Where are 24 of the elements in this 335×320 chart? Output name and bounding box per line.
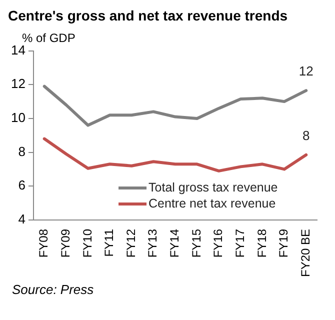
x-tick-label: FY19 [276, 228, 291, 258]
source-note: Source: Press [12, 282, 94, 297]
legend-label: Centre net tax revenue [148, 196, 276, 210]
x-tick-label: FY15 [189, 228, 204, 258]
chart-title: Centre's gross and net tax revenue trends [8, 7, 288, 24]
x-tick-label: FY16 [211, 228, 226, 258]
x-tick-label: FY13 [146, 228, 160, 258]
x-tick-label: FY18 [254, 228, 269, 258]
x-tick-label: FY12 [124, 228, 138, 258]
data-label: 8 [302, 128, 310, 143]
x-tick-label: FY10 [80, 228, 94, 258]
x-tick-label: FY14 [168, 228, 182, 258]
legend-label: Total gross tax revenue [148, 180, 278, 194]
y-tick-label: 10 [10, 110, 26, 126]
y-tick-label: 4 [18, 212, 26, 227]
x-tick-label: FY11 [102, 228, 116, 257]
y-tick-label: 6 [18, 178, 26, 193]
data-label: 12 [298, 64, 314, 79]
x-tick-label: FY08 [36, 228, 51, 258]
x-tick-label: FY17 [232, 228, 247, 258]
y-tick-label: 12 [10, 76, 26, 92]
y-tick-label: 8 [18, 144, 26, 159]
x-tick-label: FY09 [58, 228, 72, 258]
x-tick-label: FY20 BE [298, 228, 312, 278]
